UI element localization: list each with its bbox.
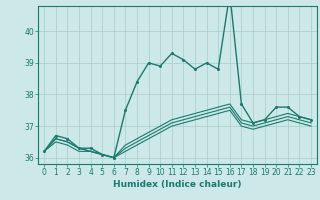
X-axis label: Humidex (Indice chaleur): Humidex (Indice chaleur) (113, 180, 242, 189)
